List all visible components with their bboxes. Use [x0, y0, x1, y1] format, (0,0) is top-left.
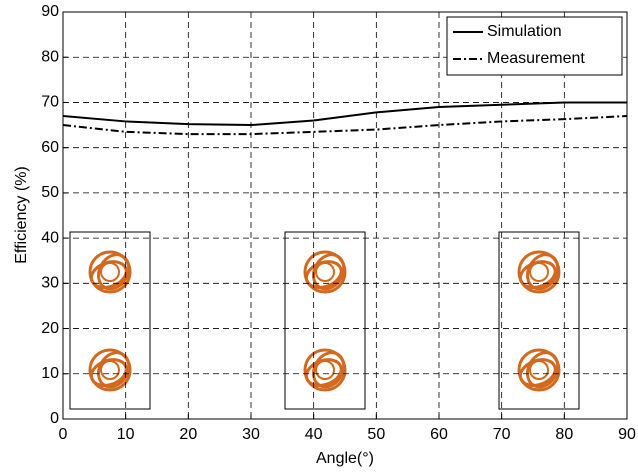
- y-tick-label: 40: [41, 229, 59, 246]
- x-tick-label: 30: [242, 426, 260, 443]
- x-tick-label: 40: [305, 426, 323, 443]
- x-tick-label: 10: [117, 426, 135, 443]
- x-tick-label: 60: [430, 426, 448, 443]
- knot: [88, 348, 132, 392]
- knot: [529, 262, 549, 282]
- legend-label: Simulation: [487, 23, 562, 40]
- x-tick-label: 90: [618, 426, 636, 443]
- x-tick-label: 50: [367, 426, 385, 443]
- knot: [100, 262, 120, 282]
- insets: [69, 231, 580, 410]
- inset-frame: [498, 231, 580, 410]
- knot: [303, 348, 347, 392]
- y-tick-label: 20: [41, 320, 59, 337]
- y-tick-label: 80: [41, 48, 59, 65]
- legend-box: [446, 16, 623, 76]
- knot: [315, 262, 335, 282]
- y-tick-label: 90: [41, 3, 59, 20]
- knot: [315, 360, 335, 380]
- knot: [100, 360, 120, 380]
- knot: [529, 360, 549, 380]
- knot: [518, 260, 557, 289]
- line-series: [62, 115, 628, 136]
- x-tick-label: 20: [179, 426, 197, 443]
- y-tick-label: 50: [41, 184, 59, 201]
- knot: [88, 250, 132, 294]
- legend-label: Measurement: [487, 50, 585, 67]
- knot: [304, 358, 343, 387]
- y-tick-label: 60: [41, 139, 59, 156]
- y-tick-label: 0: [50, 410, 59, 427]
- knot: [303, 250, 347, 294]
- y-tick-label: 70: [41, 94, 59, 111]
- knot: [517, 348, 561, 392]
- x-tick-label: 70: [493, 426, 511, 443]
- inset-frame: [284, 231, 366, 410]
- plot-frame: [62, 11, 628, 420]
- x-tick-label: 0: [59, 426, 68, 443]
- line-series: [62, 101, 627, 127]
- x-axis-label: Angle(°): [316, 450, 374, 467]
- knot: [304, 260, 343, 289]
- inset-frame: [69, 231, 151, 410]
- y-axis-label: Efficiency (%): [13, 166, 30, 264]
- x-tick-label: 80: [555, 426, 573, 443]
- y-tick-label: 30: [41, 275, 59, 292]
- knot: [89, 260, 128, 289]
- y-tick-label: 10: [41, 365, 59, 382]
- knot: [518, 358, 557, 387]
- knot: [517, 250, 561, 294]
